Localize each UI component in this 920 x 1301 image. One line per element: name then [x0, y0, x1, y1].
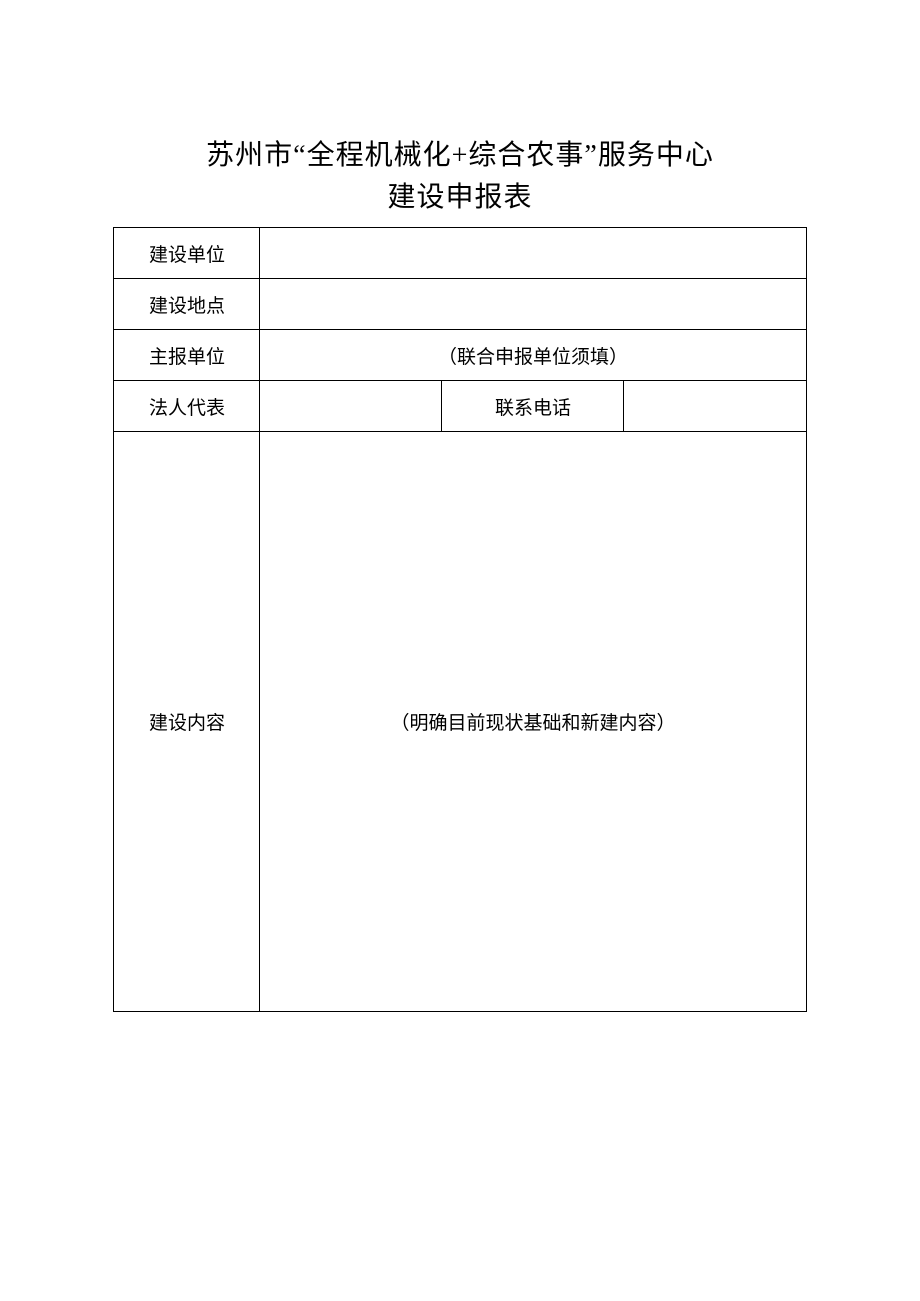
label-main-reporting-unit: 主报单位	[114, 330, 260, 381]
label-contact-phone: 联系电话	[442, 381, 624, 432]
value-legal-representative[interactable]	[260, 381, 442, 432]
document-title-container: 苏州市“全程机械化+综合农事”服务中心 建设申报表	[0, 135, 920, 219]
hint-joint-application: （联合申报单位须填）	[438, 347, 628, 368]
title-line-2: 建设申报表	[0, 177, 920, 219]
hint-content-description: （明确目前现状基础和新建内容）	[390, 713, 675, 734]
label-construction-content: 建设内容	[114, 432, 260, 1012]
label-legal-representative: 法人代表	[114, 381, 260, 432]
table-row: 建设地点	[114, 279, 806, 330]
table-row: 建设单位	[114, 228, 806, 279]
table-row: 主报单位 （联合申报单位须填）	[114, 330, 806, 381]
table-row: 法人代表 联系电话	[114, 381, 806, 432]
value-construction-content[interactable]: （明确目前现状基础和新建内容）	[260, 432, 806, 1012]
label-construction-unit: 建设单位	[114, 228, 260, 279]
label-construction-location: 建设地点	[114, 279, 260, 330]
title-line-1: 苏州市“全程机械化+综合农事”服务中心	[0, 135, 920, 177]
value-construction-unit[interactable]	[260, 228, 806, 279]
application-form-table: 建设单位 建设地点 主报单位 （联合申报单位须填） 法人代表 联系电话 建设内容…	[113, 227, 806, 1012]
value-construction-location[interactable]	[260, 279, 806, 330]
value-main-reporting-unit[interactable]: （联合申报单位须填）	[260, 330, 806, 381]
value-contact-phone[interactable]	[624, 381, 806, 432]
table-row: 建设内容 （明确目前现状基础和新建内容）	[114, 432, 806, 1012]
